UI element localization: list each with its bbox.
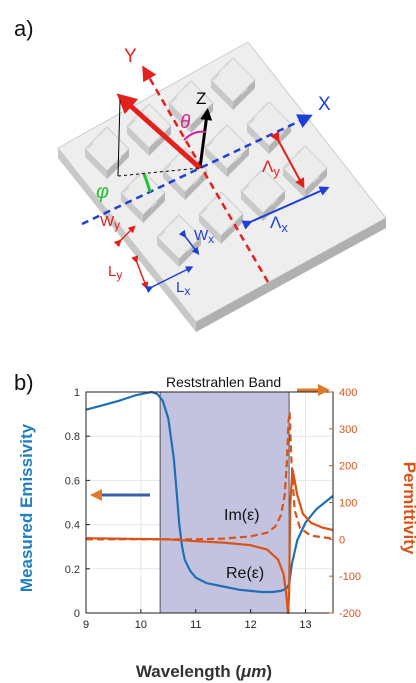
x-tick-label: 10 xyxy=(135,619,147,631)
y-left-tick-label: 0 xyxy=(74,608,80,620)
theta-label: θ xyxy=(180,112,191,133)
lambda-y-label: Λy xyxy=(262,157,280,179)
y-right-tick-label: -100 xyxy=(339,571,361,583)
y-right-tick-label: 200 xyxy=(339,461,357,473)
z-axis-label: Z xyxy=(196,89,206,108)
series-im-line xyxy=(86,411,334,541)
theta-arc xyxy=(183,130,207,141)
band-label: Reststrahlen Band xyxy=(166,374,281,390)
phi-arc xyxy=(142,173,152,193)
lambda-y-arrow xyxy=(270,131,305,189)
z-axis xyxy=(198,108,213,169)
emissivity-chart: 9 10 11 12 13 0 0.2 0.4 0.6 0.8 1 -200 -100 0 100 200… xyxy=(17,374,416,681)
y-right-tick-label: 300 xyxy=(339,424,357,436)
x-tick-label: 12 xyxy=(245,619,257,631)
lx-label: Lx xyxy=(176,279,190,298)
y-right-tick-label: -200 xyxy=(339,608,361,620)
metasurface-schematic: X Y Z θ φ Λy Λx Wy Wx Ly Lx xyxy=(57,41,387,332)
y-left-tick-label: 0.4 xyxy=(65,520,80,532)
x-axis xyxy=(81,114,313,226)
y-right-ticks: -200 -100 0 100 200 300 400 xyxy=(329,387,361,620)
y-right-tick-label: 400 xyxy=(339,387,357,399)
y-right-title: Permittivity xyxy=(400,462,416,555)
y-right-tick-label: 0 xyxy=(339,534,345,546)
reststrahlen-band xyxy=(159,391,290,614)
x-ticks: 9 10 11 12 13 xyxy=(83,609,312,631)
y-left-tick-label: 0.6 xyxy=(65,475,80,487)
wy-label: Wy xyxy=(100,213,120,232)
y-left-tick-label: 0.8 xyxy=(65,431,80,443)
lambda-x-arrow xyxy=(241,186,330,230)
x-axis-label: X xyxy=(318,94,331,115)
panel-b-label: b) xyxy=(14,370,34,395)
incident-direction xyxy=(116,93,202,170)
projection-lines xyxy=(117,99,201,177)
im-eps-label: Im(ε) xyxy=(224,507,260,524)
y-left-tick-label: 1 xyxy=(74,387,80,399)
x-tick-label: 11 xyxy=(190,619,201,631)
ly-label: Ly xyxy=(108,263,122,282)
y-left-title: Measured Emissivity xyxy=(17,423,36,592)
phi-label: φ xyxy=(96,181,109,203)
x-tick-label: 13 xyxy=(299,619,311,631)
dimension-arrows xyxy=(113,225,200,294)
y-left-tick-label: 0.2 xyxy=(65,564,80,576)
y-left-ticks: 0 0.2 0.4 0.6 0.8 1 xyxy=(65,387,90,620)
x-axis-title: Wavelength (μm) xyxy=(136,662,272,681)
x-tick-label: 9 xyxy=(83,619,89,631)
y-axis xyxy=(142,65,270,283)
wx-label: Wx xyxy=(194,227,214,246)
panel-a-label: a) xyxy=(14,16,34,41)
re-eps-label: Re(ε) xyxy=(226,565,264,582)
lambda-x-label: Λx xyxy=(270,213,288,235)
y-axis-label: Y xyxy=(124,46,137,67)
y-right-tick-label: 100 xyxy=(339,498,357,510)
